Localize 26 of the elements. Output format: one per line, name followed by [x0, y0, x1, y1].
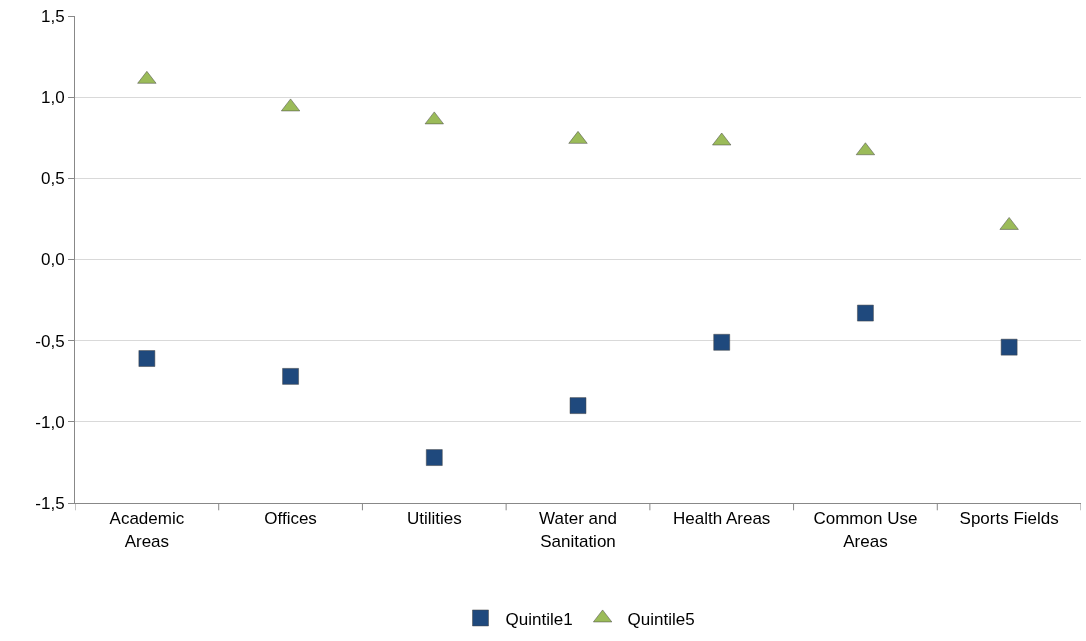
point [1000, 338, 1018, 356]
point [857, 304, 874, 322]
point [713, 334, 730, 351]
y-tick-label: 0,0 [40, 250, 65, 270]
point [712, 132, 732, 146]
y-tick-label: -0,5 [35, 331, 65, 351]
legend-label: Quintile5 [627, 609, 695, 629]
legend-label: Quintile1 [505, 609, 573, 629]
point [569, 397, 587, 414]
point [282, 368, 299, 385]
y-tick-label: -1,5 [35, 493, 65, 513]
x-tick-label: Sports Fields [959, 509, 1059, 529]
point [424, 111, 444, 125]
x-tick-label: Water and Sanitation [539, 509, 617, 551]
y-tick-label: 1,0 [40, 88, 65, 108]
y-tick-label: 1,5 [40, 6, 65, 26]
x-tick-label: Common Use Areas [813, 509, 918, 551]
x-tick-label: Academic Areas [109, 509, 185, 551]
y-tick-label: -1,0 [35, 412, 65, 432]
point [426, 449, 443, 466]
point [138, 350, 156, 367]
point [281, 98, 301, 112]
x-tick-label: Utilities [406, 509, 462, 529]
x-tick-label: Health Areas [673, 509, 771, 529]
x-tick-label: Offices [264, 509, 317, 529]
y-tick-label: 0,5 [40, 169, 65, 189]
